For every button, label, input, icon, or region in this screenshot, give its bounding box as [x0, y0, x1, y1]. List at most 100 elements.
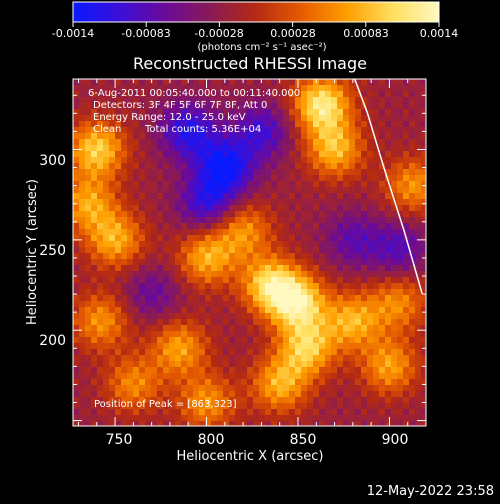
heatmap-cell — [373, 295, 380, 302]
heatmap-cell — [217, 151, 224, 158]
heatmap-cell — [361, 91, 368, 98]
heatmap-cell — [277, 271, 284, 278]
heatmap-cell — [103, 205, 110, 212]
heatmap-cell — [79, 355, 86, 362]
heatmap-cell — [79, 91, 86, 98]
heatmap-cell — [241, 355, 248, 362]
heatmap-cell — [241, 193, 248, 200]
heatmap-cell — [211, 139, 218, 146]
heatmap-cell — [91, 343, 98, 350]
heatmap-cell — [319, 199, 326, 206]
heatmap-cell — [199, 367, 206, 374]
heatmap-cell — [277, 373, 284, 380]
heatmap-cell — [103, 139, 110, 146]
heatmap-cell — [403, 385, 410, 392]
heatmap-cell — [121, 163, 128, 170]
heatmap-cell — [235, 181, 242, 188]
heatmap-cell — [139, 211, 146, 218]
heatmap-cell — [295, 403, 302, 410]
heatmap-cell — [283, 409, 290, 416]
heatmap-cell — [343, 151, 350, 158]
heatmap-cell — [109, 295, 116, 302]
heatmap-cell — [223, 361, 230, 368]
heatmap-cell — [157, 253, 164, 260]
heatmap-cell — [205, 265, 212, 272]
heatmap-cell — [181, 313, 188, 320]
heatmap-cell — [379, 415, 386, 422]
heatmap-cell — [253, 181, 260, 188]
heatmap-cell — [169, 397, 176, 404]
heatmap-cell — [187, 139, 194, 146]
heatmap-cell — [385, 193, 392, 200]
heatmap-cell — [379, 151, 386, 158]
heatmap-cell — [391, 391, 398, 398]
heatmap-cell — [265, 103, 272, 110]
heatmap-cell — [421, 211, 426, 218]
heatmap-cell — [109, 385, 116, 392]
solar-limb-line — [353, 79, 424, 295]
heatmap-cell — [217, 103, 224, 110]
heatmap-cell — [403, 343, 410, 350]
heatmap-cell — [367, 97, 374, 104]
heatmap-cell — [229, 313, 236, 320]
heatmap-cell — [307, 151, 314, 158]
heatmap-cell — [409, 391, 416, 398]
heatmap-cell — [313, 229, 320, 236]
heatmap-cell — [319, 409, 326, 416]
heatmap-cell — [385, 187, 392, 194]
heatmap-cell — [403, 115, 410, 122]
heatmap-cell — [271, 265, 278, 272]
heatmap-cell — [115, 289, 122, 296]
heatmap-cell — [193, 139, 200, 146]
heatmap-cell — [163, 409, 170, 416]
heatmap-cell — [355, 319, 362, 326]
heatmap-cell — [115, 313, 122, 320]
heatmap-cell — [211, 379, 218, 386]
heatmap-cell — [157, 391, 164, 398]
heatmap-cell — [241, 343, 248, 350]
heatmap-cell — [151, 325, 158, 332]
heatmap-cell — [307, 289, 314, 296]
heatmap-cell — [325, 151, 332, 158]
heatmap-cell — [229, 373, 236, 380]
heatmap-cell — [325, 409, 332, 416]
heatmap-cell — [325, 307, 332, 314]
heatmap-cell — [199, 97, 206, 104]
heatmap-cell — [91, 367, 98, 374]
heatmap-cell — [247, 145, 254, 152]
heatmap-cell — [277, 241, 284, 248]
heatmap-cell — [103, 97, 110, 104]
heatmap-cell — [103, 307, 110, 314]
heatmap-cell — [343, 307, 350, 314]
heatmap-cell — [145, 211, 152, 218]
heatmap-cell — [253, 355, 260, 362]
heatmap-cell — [193, 235, 200, 242]
heatmap-cell — [391, 115, 398, 122]
heatmap-cell — [223, 157, 230, 164]
heatmap-cell — [217, 97, 224, 104]
heatmap-cell — [145, 271, 152, 278]
heatmap-cell — [379, 289, 386, 296]
heatmap-cell — [319, 385, 326, 392]
heatmap-cell — [139, 241, 146, 248]
heatmap-cell — [73, 361, 80, 368]
heatmap-cell — [421, 157, 426, 164]
heatmap-cell — [265, 253, 272, 260]
heatmap-cell — [223, 385, 230, 392]
heatmap-cell — [373, 193, 380, 200]
heatmap-cell — [115, 397, 122, 404]
heatmap-cell — [145, 343, 152, 350]
heatmap-cell — [133, 391, 140, 398]
heatmap-cell — [379, 265, 386, 272]
heatmap-cell — [79, 391, 86, 398]
heatmap-cell — [205, 355, 212, 362]
heatmap-cell — [127, 241, 134, 248]
heatmap-cell — [91, 217, 98, 224]
heatmap-cell — [79, 283, 86, 290]
heatmap-cell — [289, 295, 296, 302]
heatmap-cell — [217, 133, 224, 140]
heatmap-cell — [145, 379, 152, 386]
heatmap-cell — [319, 307, 326, 314]
heatmap-cell — [289, 403, 296, 410]
heatmap-cell — [151, 259, 158, 266]
